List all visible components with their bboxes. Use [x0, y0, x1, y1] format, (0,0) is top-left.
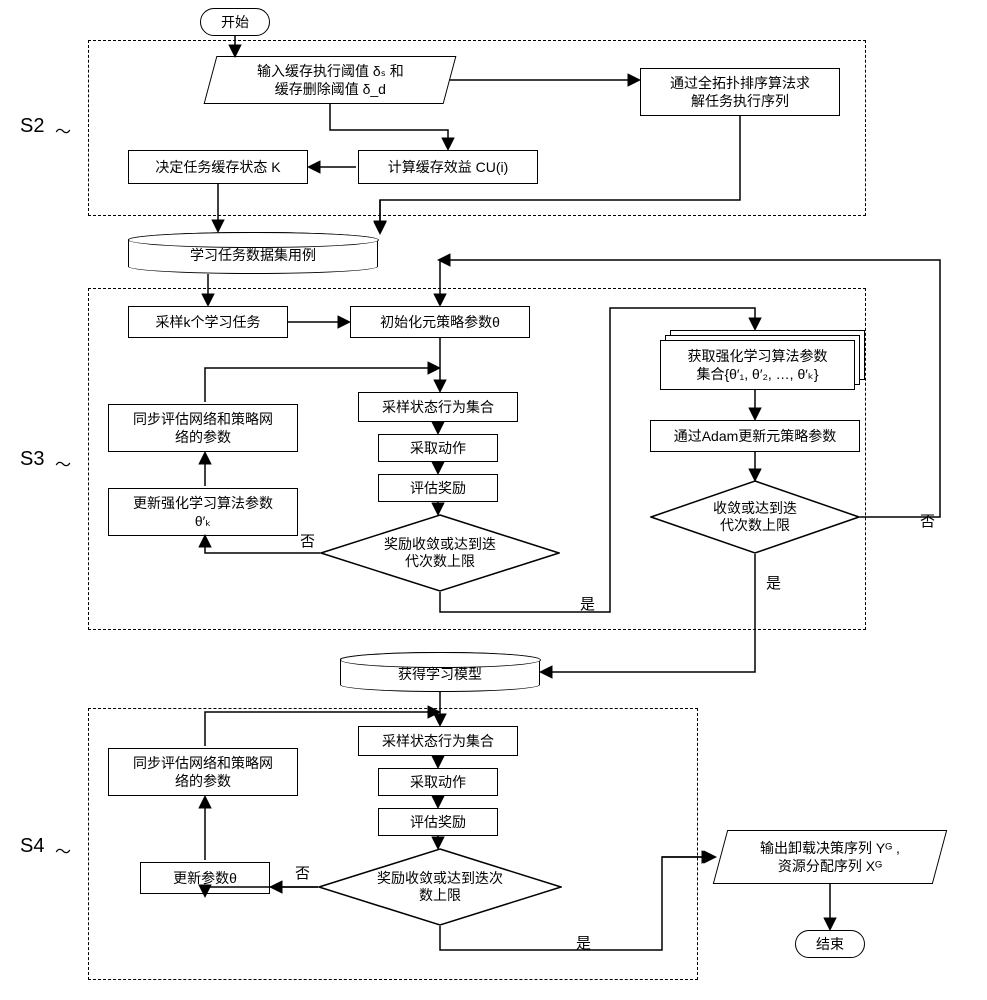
end-text: 结束	[816, 935, 844, 953]
topo-sort-text: 通过全拓扑排序算法求 解任务执行序列	[670, 74, 810, 110]
input-thresholds-text: 输入缓存执行阈值 δₛ 和 缓存删除阈值 δ_d	[257, 62, 404, 98]
decide-state: 决定任务缓存状态 K	[128, 150, 308, 184]
eval-reward-s4-text: 评估奖励	[410, 813, 466, 831]
yes-label-s3-left: 是	[580, 593, 595, 614]
sync-params-s4-text: 同步评估网络和策略网 络的参数	[133, 754, 273, 790]
adam-update: 通过Adam更新元策略参数	[650, 420, 860, 452]
start-text: 开始	[221, 13, 249, 31]
input-thresholds: 输入缓存执行阈值 δₛ 和 缓存删除阈值 δ_d	[204, 56, 457, 104]
yes-label-s3-right: 是	[766, 572, 781, 593]
no-label-s3-right: 否	[920, 510, 935, 531]
yes-label-s4: 是	[576, 932, 591, 953]
section-s2	[88, 40, 866, 216]
decide-state-text: 决定任务缓存状态 K	[155, 158, 280, 176]
eval-reward-s3: 评估奖励	[378, 474, 498, 502]
no-label-s3-left: 否	[300, 530, 315, 551]
sample-state-s4: 采样状态行为集合	[358, 726, 518, 756]
model-text: 获得学习模型	[398, 664, 482, 684]
update-rl-theta: 更新强化学习算法参数 θ′ₖ	[108, 488, 298, 536]
converge-s3: 收敛或达到迭 代次数上限	[650, 480, 860, 554]
take-action-s4-text: 采取动作	[410, 773, 466, 791]
reward-converge-s4: 奖励收敛或达到迭次 数上限	[318, 848, 562, 926]
s3-connector: ～	[55, 451, 71, 475]
end-node: 结束	[795, 930, 865, 958]
update-theta-s4-text: 更新参数θ	[173, 869, 237, 887]
init-theta: 初始化元策略参数θ	[350, 306, 530, 338]
reward-converge-s3: 奖励收敛或达到迭 代次数上限	[320, 514, 560, 592]
init-theta-text: 初始化元策略参数θ	[380, 313, 500, 331]
label-s3: S3	[20, 448, 44, 471]
reward-converge-s3-text: 奖励收敛或达到迭 代次数上限	[384, 536, 496, 571]
dataset-cylinder: 学习任务数据集用例	[128, 232, 378, 274]
label-s4: S4	[20, 835, 44, 858]
take-action-s3-text: 采取动作	[410, 439, 466, 457]
sample-state-s3-text: 采样状态行为集合	[382, 398, 494, 416]
s4-connector: ～	[55, 838, 71, 862]
model-cylinder: 获得学习模型	[340, 652, 540, 692]
take-action-s3: 采取动作	[378, 434, 498, 462]
get-rl-params-text: 获取强化学习算法参数 集合{θ′₁, θ′₂, …, θ′ₖ}	[688, 347, 828, 383]
topo-sort: 通过全拓扑排序算法求 解任务执行序列	[640, 68, 840, 116]
calc-cu: 计算缓存效益 CU(i)	[358, 150, 538, 184]
take-action-s4: 采取动作	[378, 768, 498, 796]
sample-k-text: 采样k个学习任务	[156, 313, 261, 331]
dataset-text: 学习任务数据集用例	[190, 245, 316, 265]
sample-state-s3: 采样状态行为集合	[358, 392, 518, 422]
no-label-s4: 否	[295, 862, 310, 883]
get-rl-params-stack: 获取强化学习算法参数 集合{θ′₁, θ′₂, …, θ′ₖ}	[660, 340, 855, 390]
sync-params-s3: 同步评估网络和策略网 络的参数	[108, 404, 298, 452]
adam-update-text: 通过Adam更新元策略参数	[674, 427, 837, 445]
eval-reward-s4: 评估奖励	[378, 808, 498, 836]
update-theta-s4: 更新参数θ	[140, 862, 270, 894]
sync-params-s3-text: 同步评估网络和策略网 络的参数	[133, 410, 273, 446]
reward-converge-s4-text: 奖励收敛或达到迭次 数上限	[377, 870, 503, 905]
output-text: 输出卸载决策序列 Yᴳ , 资源分配序列 Xᴳ	[760, 839, 900, 875]
converge-s3-text: 收敛或达到迭 代次数上限	[713, 500, 797, 535]
sync-params-s4: 同步评估网络和策略网 络的参数	[108, 748, 298, 796]
update-rl-theta-text: 更新强化学习算法参数 θ′ₖ	[133, 494, 273, 530]
s2-connector: ～	[55, 118, 71, 142]
sample-k: 采样k个学习任务	[128, 306, 288, 338]
eval-reward-s3-text: 评估奖励	[410, 479, 466, 497]
sample-state-s4-text: 采样状态行为集合	[382, 732, 494, 750]
start-node: 开始	[200, 8, 270, 36]
label-s2: S2	[20, 115, 44, 138]
calc-cu-text: 计算缓存效益 CU(i)	[388, 158, 509, 176]
output: 输出卸载决策序列 Yᴳ , 资源分配序列 Xᴳ	[713, 830, 947, 884]
